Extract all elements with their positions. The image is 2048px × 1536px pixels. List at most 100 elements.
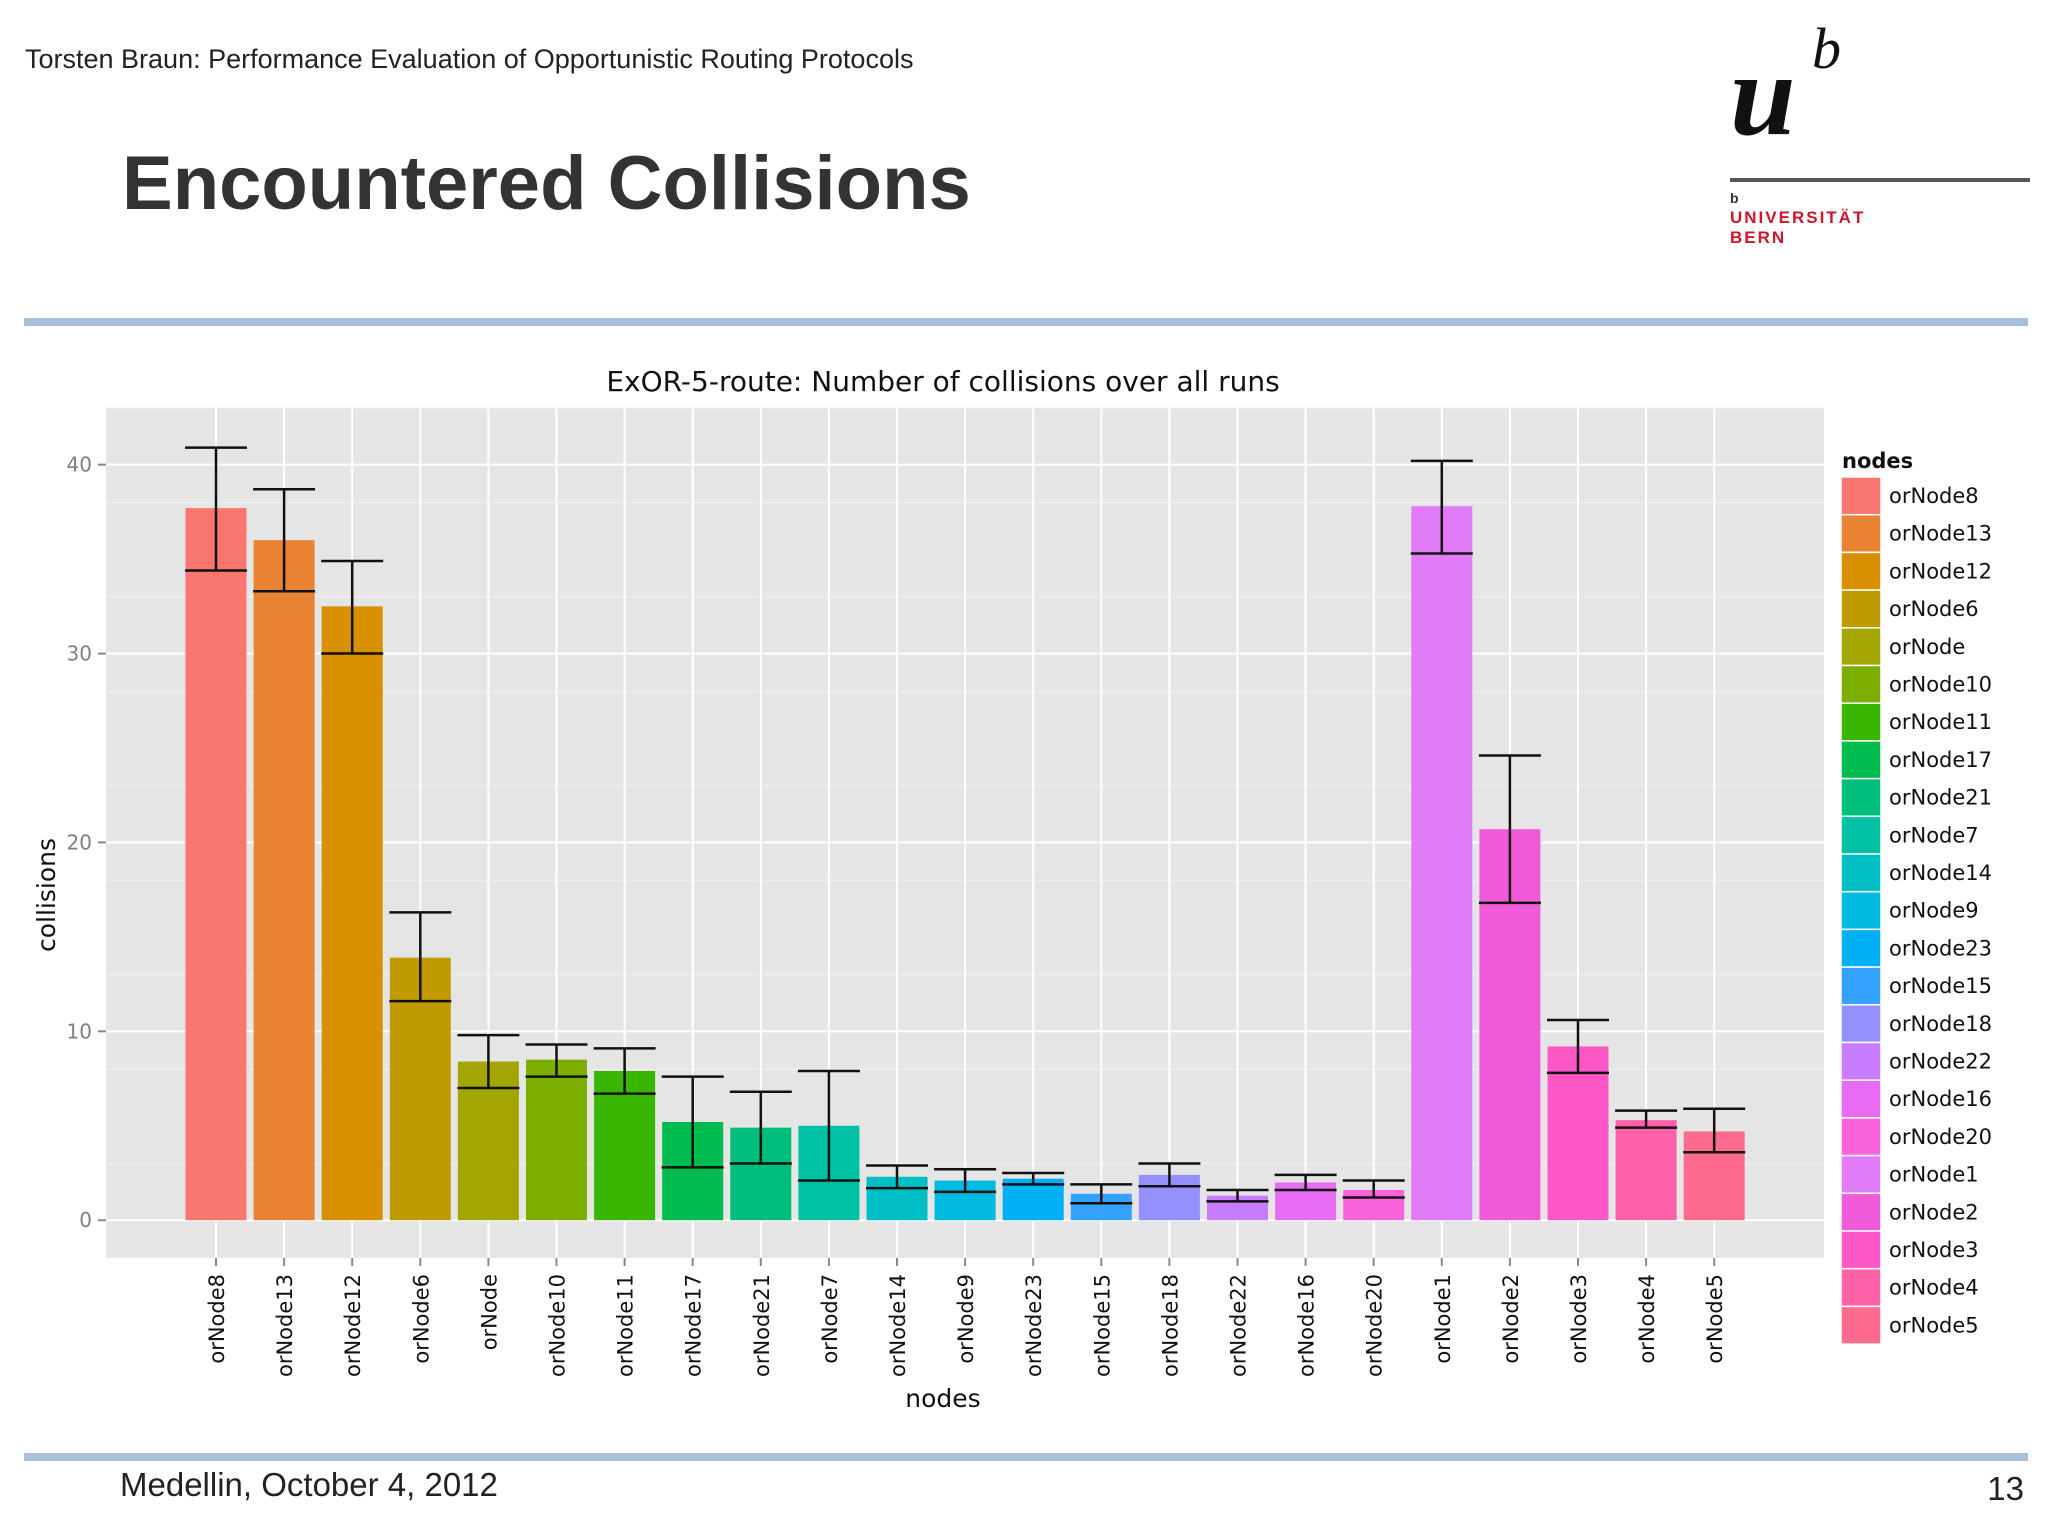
- logo-university-name: UNIVERSITÄT BERN: [1730, 208, 1865, 248]
- legend-label: orNode11: [1889, 710, 1992, 734]
- x-tick-label: orNode12: [341, 1274, 365, 1377]
- legend-swatch-orNode17: [1840, 740, 1882, 780]
- x-tick-label: orNode22: [1227, 1274, 1251, 1377]
- legend-label: orNode6: [1889, 597, 1979, 621]
- x-tick-label: orNode8: [205, 1274, 229, 1364]
- x-tick-label: orNode3: [1567, 1274, 1591, 1364]
- legend-swatch-orNode15: [1840, 966, 1882, 1006]
- logo-small-b: b: [1730, 190, 1739, 206]
- legend-label: orNode21: [1889, 786, 1992, 810]
- legend-label: orNode17: [1889, 748, 1992, 772]
- legend-swatch-orNode11: [1840, 702, 1882, 742]
- bar-orNode12: [321, 606, 383, 1221]
- legend-swatch-orNode4: [1840, 1267, 1882, 1308]
- bar-orNode4: [1615, 1120, 1677, 1221]
- x-tick-label: orNode2: [1499, 1274, 1523, 1364]
- legend-swatch-orNode1: [1840, 1154, 1882, 1195]
- legend-label: orNode7: [1889, 823, 1979, 847]
- legend-label: orNode22: [1889, 1050, 1992, 1074]
- x-tick-label: orNode: [477, 1274, 501, 1350]
- y-tick-label: 10: [67, 1019, 92, 1043]
- logo-line2: BERN: [1730, 228, 1787, 247]
- bar-orNode13: [253, 540, 315, 1221]
- x-tick-label: orNode13: [273, 1274, 297, 1377]
- x-tick-label: orNode14: [886, 1274, 910, 1377]
- legend-label: orNode8: [1889, 484, 1979, 508]
- x-axis-label: nodes: [905, 1384, 980, 1413]
- legend-swatch-orNode3: [1840, 1230, 1882, 1270]
- bar-orNode8: [185, 508, 247, 1221]
- page-number: 13: [1987, 1470, 2024, 1507]
- x-tick-label: orNode20: [1363, 1274, 1387, 1377]
- x-tick-label: orNode21: [750, 1274, 774, 1377]
- legend-swatch-orNode14: [1840, 853, 1882, 893]
- x-tick-label: orNode7: [818, 1274, 842, 1364]
- chart-title: ExOR-5-route: Number of collisions over …: [606, 365, 1279, 398]
- y-tick-label: 40: [67, 453, 92, 477]
- legend-swatch-orNode6: [1840, 589, 1882, 629]
- x-tick-label: orNode18: [1158, 1274, 1182, 1377]
- legend-swatch-orNode5: [1840, 1305, 1882, 1345]
- logo-line1: UNIVERSITÄT: [1730, 208, 1866, 227]
- legend-swatch-orNode2: [1840, 1192, 1882, 1232]
- legend-label: orNode12: [1889, 559, 1992, 583]
- bar-orNode11: [594, 1071, 656, 1221]
- x-tick-label: orNode4: [1635, 1274, 1659, 1364]
- logo-letter-u: u: [1730, 29, 1796, 160]
- collisions-bar-chart: 0 10 20 30 40 orNode8 orNode13 orNode12 orNode6 o…: [32, 365, 1992, 1413]
- legend-label: orNode20: [1889, 1125, 1992, 1149]
- legend-label: orNode2: [1889, 1200, 1979, 1224]
- legend-label: orNode14: [1889, 861, 1992, 885]
- legend-swatch-orNode23: [1840, 928, 1882, 968]
- y-tick-label: 30: [67, 642, 92, 666]
- bar-orNode3: [1547, 1046, 1609, 1221]
- x-tick-label: orNode1: [1431, 1274, 1455, 1364]
- slide-header: Torsten Braun: Performance Evaluation of…: [25, 44, 914, 74]
- logo-letter-b: b: [1812, 16, 1841, 81]
- legend-title: nodes: [1842, 449, 1913, 473]
- x-tick-label: orNode6: [409, 1274, 433, 1364]
- legend-label: orNode15: [1889, 974, 1992, 998]
- legend-swatch-orNode10: [1840, 664, 1882, 704]
- x-tick-label: orNode15: [1090, 1274, 1114, 1377]
- legend-label: orNode18: [1889, 1012, 1992, 1036]
- legend-swatch-orNode16: [1840, 1079, 1882, 1119]
- legend-label: orNode9: [1889, 899, 1979, 923]
- legend-swatch-orNode20: [1840, 1117, 1882, 1157]
- legend-swatch-orNode21: [1840, 777, 1882, 818]
- x-tick-label: orNode10: [546, 1274, 570, 1377]
- y-axis-label: collisions: [32, 838, 61, 952]
- y-tick-label: 20: [67, 830, 92, 854]
- legend-label: orNode: [1889, 635, 1965, 659]
- legend-label: orNode5: [1889, 1313, 1979, 1337]
- bar-orNode1: [1411, 506, 1473, 1221]
- x-tick-label: orNode9: [954, 1274, 978, 1364]
- logo-rule: [1730, 178, 2030, 182]
- footer-date: Medellin, October 4, 2012: [120, 1466, 498, 1503]
- legend-label: orNode23: [1889, 936, 1992, 960]
- university-logo: u b b UNIVERSITÄT BERN: [1720, 20, 2030, 260]
- bottom-divider: [24, 1453, 2028, 1461]
- legend-swatch-orNode7: [1840, 815, 1882, 855]
- legend-label: orNode10: [1889, 673, 1992, 697]
- legend-swatch-orNode13: [1840, 513, 1882, 554]
- legend-label: orNode4: [1889, 1276, 1979, 1300]
- x-tick-label: orNode16: [1295, 1274, 1319, 1377]
- legend-swatch-orNode12: [1840, 551, 1882, 591]
- top-divider: [24, 318, 2028, 326]
- legend-swatch-orNode: [1840, 627, 1882, 667]
- x-tick-label: orNode17: [682, 1274, 706, 1377]
- x-tick-label: orNode5: [1703, 1274, 1727, 1364]
- legend-label: orNode13: [1889, 522, 1992, 546]
- legend-label: orNode3: [1889, 1238, 1979, 1262]
- legend-swatch-orNode9: [1840, 890, 1882, 931]
- legend-swatch-orNode22: [1840, 1041, 1882, 1081]
- bar-orNode23: [1002, 1178, 1064, 1221]
- legend-label: orNode16: [1889, 1087, 1992, 1111]
- slide-title: Encountered Collisions: [122, 141, 971, 226]
- legend-swatch-orNode18: [1840, 1004, 1882, 1044]
- y-tick-label: 0: [79, 1208, 92, 1232]
- x-tick-label: orNode11: [614, 1274, 638, 1377]
- bar-orNode10: [526, 1059, 587, 1221]
- legend-swatch-orNode8: [1840, 476, 1882, 516]
